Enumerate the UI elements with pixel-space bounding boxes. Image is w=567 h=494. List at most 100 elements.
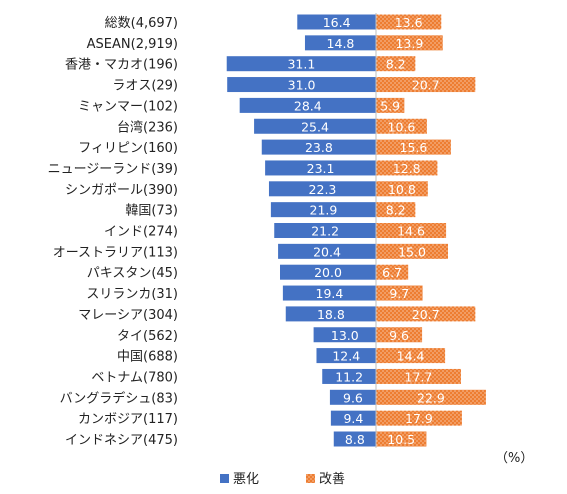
bar-worsened: [278, 243, 376, 259]
bar-improved: [376, 431, 427, 447]
bars-layer: [226, 14, 486, 447]
data-label-improved: 20.7: [412, 78, 440, 93]
bar-improved: [376, 410, 462, 426]
category-label: タイ(562): [117, 329, 178, 344]
data-label-improved: 8.2: [386, 57, 406, 72]
bar-improved: [376, 202, 416, 218]
category-label: ベトナム(780): [91, 370, 178, 385]
data-label-worsened: 18.8: [317, 307, 345, 322]
data-label-improved: 6.7: [382, 265, 402, 280]
bar-worsened: [313, 327, 376, 343]
data-label-worsened: 14.8: [327, 36, 355, 51]
bar-improved: [376, 264, 409, 280]
data-label-worsened: 8.8: [345, 432, 365, 447]
category-label: パキスタン(45): [87, 266, 178, 281]
legend-swatch-improved: [306, 474, 315, 483]
bar-improved: [376, 368, 461, 384]
data-label-improved: 22.9: [417, 390, 445, 405]
bar-improved: [376, 243, 448, 259]
data-label-worsened: 11.2: [335, 369, 363, 384]
data-label-improved: 17.7: [405, 369, 433, 384]
data-label-improved: 15.0: [398, 244, 426, 259]
category-label: ニュージーランド(39): [48, 162, 178, 177]
data-label-worsened: 23.8: [305, 140, 333, 155]
bar-worsened: [330, 410, 376, 426]
bar-worsened: [268, 181, 376, 197]
bar-worsened: [274, 223, 376, 238]
bar-improved: [376, 389, 486, 405]
bar-worsened: [322, 368, 376, 384]
data-label-improved: 13.9: [395, 36, 423, 51]
category-label: マレーシア(304): [78, 308, 178, 323]
bar-improved: [376, 35, 443, 51]
data-label-improved: 10.5: [387, 432, 415, 447]
legend: 悪化 改善: [220, 471, 345, 487]
category-label: 中国(688): [117, 350, 178, 365]
bar-worsened: [329, 389, 376, 405]
data-label-improved: 14.4: [397, 349, 425, 364]
bar-improved: [376, 306, 476, 322]
category-label: インド(274): [104, 225, 178, 240]
data-label-improved: 15.6: [400, 140, 428, 155]
bar-improved: [376, 14, 442, 30]
data-label-improved: 20.7: [412, 307, 440, 322]
data-label-improved: 14.6: [397, 224, 425, 239]
data-label-improved: 5.9: [380, 98, 400, 113]
legend-label-improved: 改善: [319, 471, 345, 487]
data-label-worsened: 20.0: [314, 265, 342, 280]
category-label: スリランカ(31): [86, 287, 178, 302]
bar-improved: [376, 327, 423, 343]
data-label-worsened: 13.0: [331, 328, 359, 343]
data-label-worsened: 12.4: [332, 349, 360, 364]
bar-improved: [376, 118, 427, 134]
bar-worsened: [282, 285, 376, 301]
data-label-worsened: 20.4: [313, 244, 341, 259]
data-label-worsened: 21.2: [311, 224, 339, 239]
data-label-worsened: 22.3: [309, 182, 337, 197]
bar-worsened: [304, 35, 376, 51]
data-label-worsened: 19.4: [316, 286, 344, 301]
data-label-worsened: 23.1: [307, 161, 335, 176]
bar-worsened: [239, 97, 376, 113]
data-label-improved: 12.8: [393, 161, 421, 176]
labels-layer: 総数(4,697) 16.4 13.6 ASEAN(2,919) 14.8 13.9 香港・…: [48, 15, 445, 448]
bar-improved: [376, 160, 438, 176]
bar-improved: [376, 56, 416, 72]
bar-worsened: [333, 431, 376, 447]
data-label-worsened: 31.1: [287, 57, 315, 72]
data-label-worsened: 21.9: [310, 203, 338, 218]
bar-improved: [376, 181, 428, 197]
bar-worsened: [280, 264, 376, 280]
data-label-improved: 13.6: [395, 15, 423, 30]
category-label: ASEAN(2,919): [87, 37, 178, 52]
category-label: 台湾(236): [117, 119, 178, 135]
bar-worsened: [270, 202, 376, 218]
bar-worsened: [227, 77, 376, 93]
data-label-worsened: 28.4: [294, 98, 322, 113]
data-label-improved: 10.6: [388, 119, 416, 134]
category-label: ミャンマー(102): [78, 99, 178, 114]
data-label-improved: 17.9: [405, 411, 433, 426]
bar-improved: [376, 348, 446, 364]
data-label-improved: 8.2: [386, 203, 406, 218]
bar-worsened: [297, 14, 376, 30]
data-label-worsened: 31.0: [288, 78, 316, 93]
category-label: オーストラリア(113): [53, 245, 178, 260]
data-label-worsened: 9.4: [343, 411, 363, 426]
legend-swatch-worsened: [220, 474, 229, 483]
bar-worsened: [226, 56, 376, 72]
category-label: カンボジア(117): [78, 412, 178, 427]
bar-improved: [376, 223, 447, 238]
data-label-improved: 9.7: [389, 286, 409, 301]
category-label: 香港・マカオ(196): [65, 58, 178, 73]
category-label: 韓国(73): [125, 204, 178, 219]
data-label-worsened: 25.4: [301, 119, 329, 134]
bar-worsened: [316, 348, 376, 364]
category-label: バングラデシュ(83): [60, 390, 178, 406]
data-label-improved: 9.6: [389, 328, 409, 343]
bar-improved: [376, 139, 451, 155]
bar-worsened: [261, 139, 376, 155]
bar-improved: [376, 285, 423, 301]
